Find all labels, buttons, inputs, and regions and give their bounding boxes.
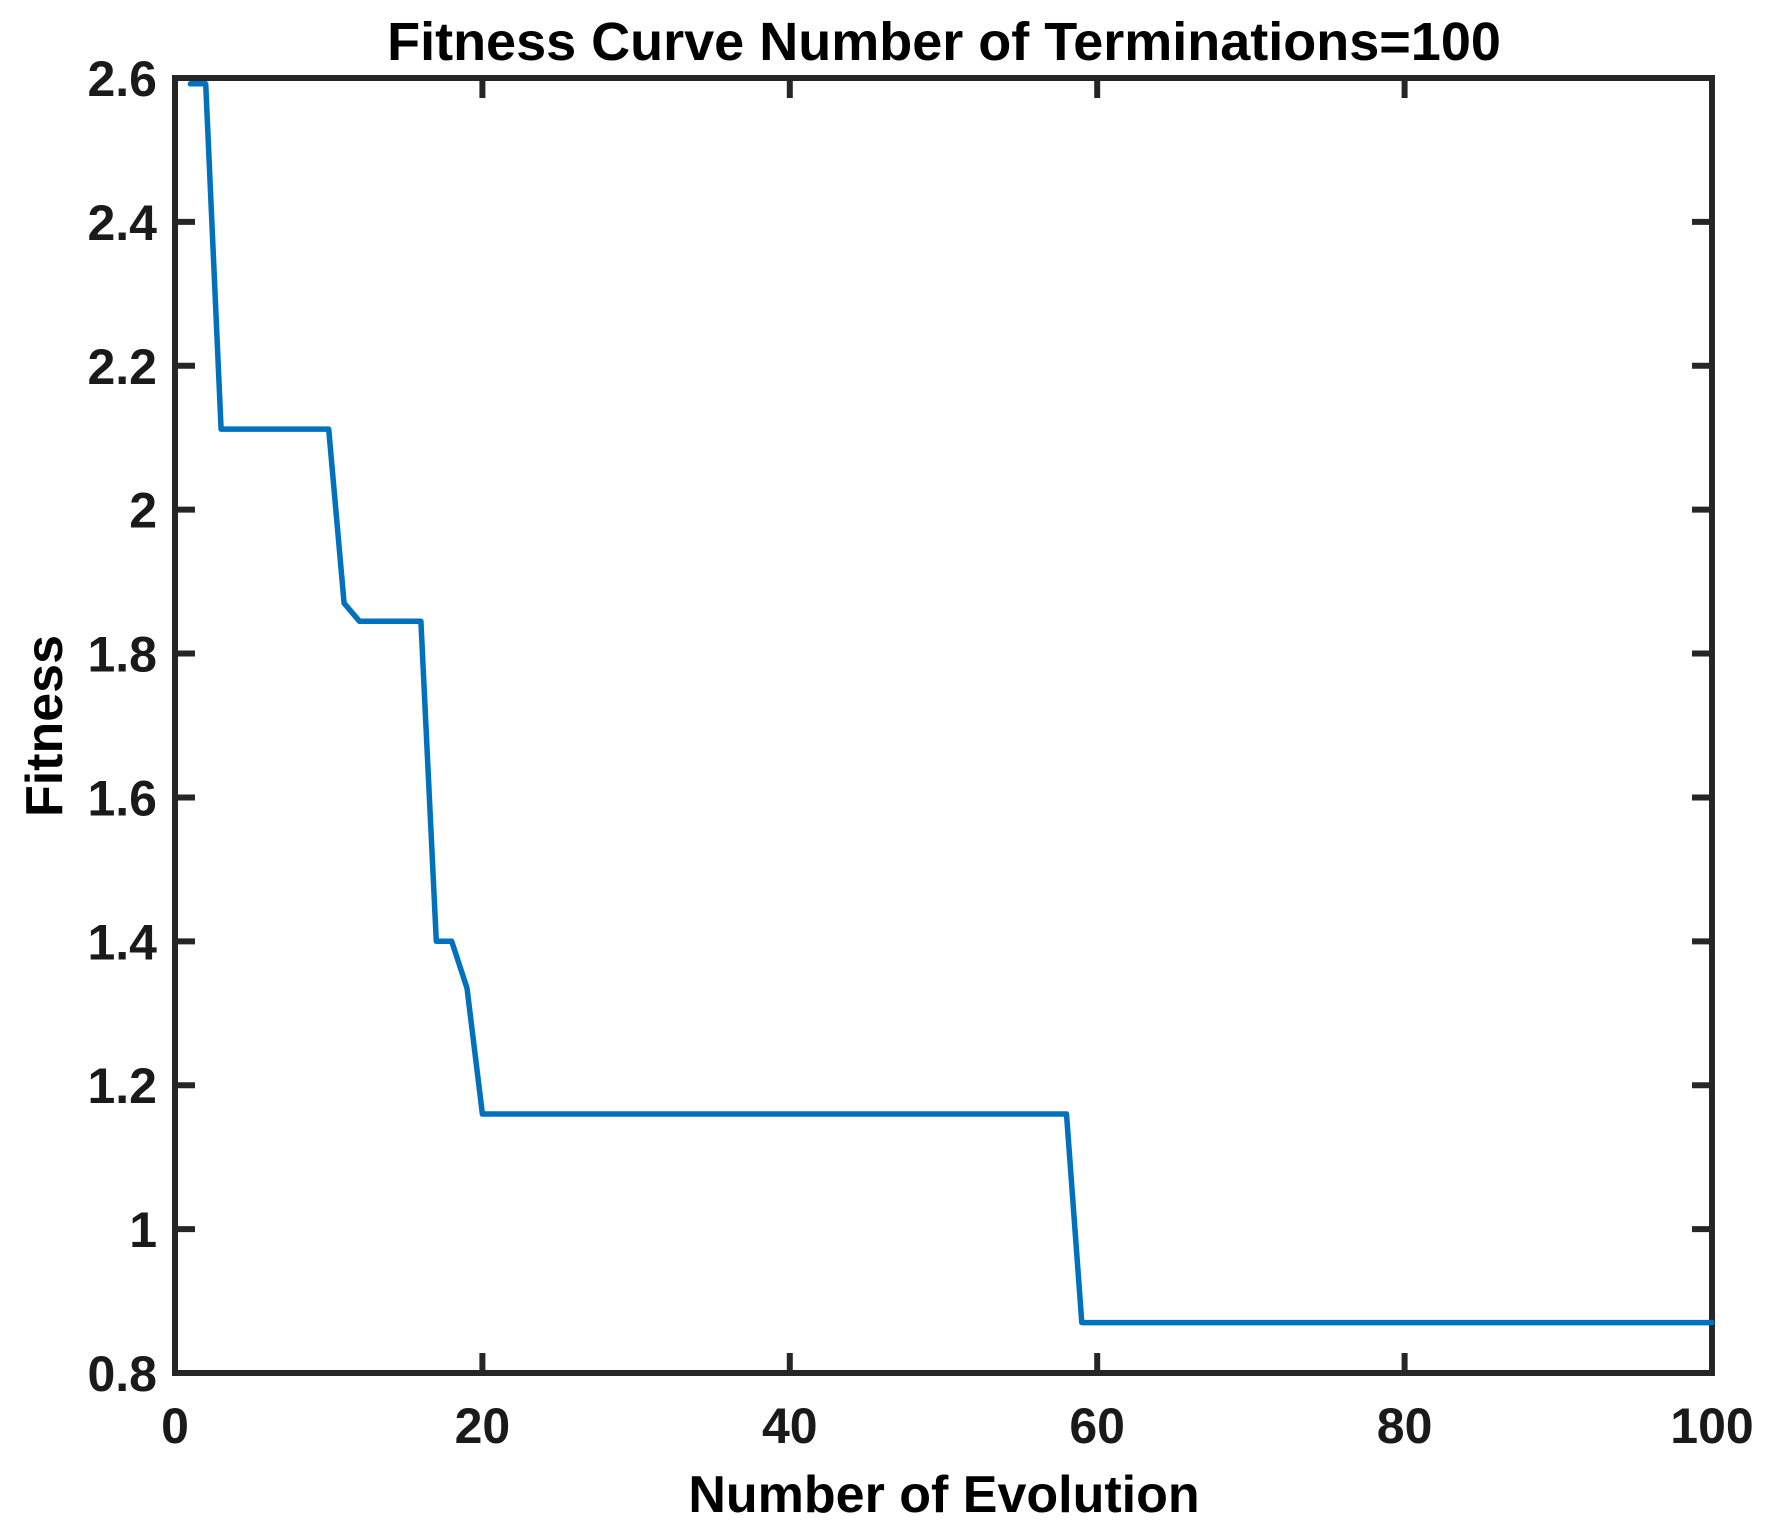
x-tick-label: 80 (1377, 1398, 1433, 1454)
y-tick-label: 2.6 (87, 51, 157, 107)
axes-box (172, 75, 1715, 1376)
y-tick-label: 0.8 (87, 1346, 157, 1402)
y-tick-label: 1 (129, 1202, 157, 1258)
x-tick-label: 0 (161, 1398, 189, 1454)
x-tick-label: 100 (1670, 1398, 1753, 1454)
plot-area: 0 20 40 60 80 100 0.8 1 1.2 1.4 1.6 1.8 2 2.2 2.4 2.6 (87, 51, 1753, 1454)
y-tick-label: 2 (129, 483, 157, 539)
y-tick-label: 1.4 (87, 914, 157, 970)
chart-title: Fitness Curve Number of Terminations=100 (387, 12, 1501, 72)
x-axis-label: Number of Evolution (688, 1466, 1199, 1524)
y-tick-label: 2.2 (87, 339, 157, 395)
x-tick-label: 20 (455, 1398, 511, 1454)
y-axis-label: Fitness (16, 635, 74, 817)
y-tick-label: 1.8 (87, 627, 157, 683)
y-tick-label: 1.6 (87, 770, 157, 826)
x-tick-label: 40 (762, 1398, 818, 1454)
x-tick-label: 60 (1069, 1398, 1125, 1454)
y-tick-label: 2.4 (87, 195, 157, 251)
y-tick-label: 1.2 (87, 1058, 157, 1114)
fitness-curve-line (187, 81, 1715, 1326)
